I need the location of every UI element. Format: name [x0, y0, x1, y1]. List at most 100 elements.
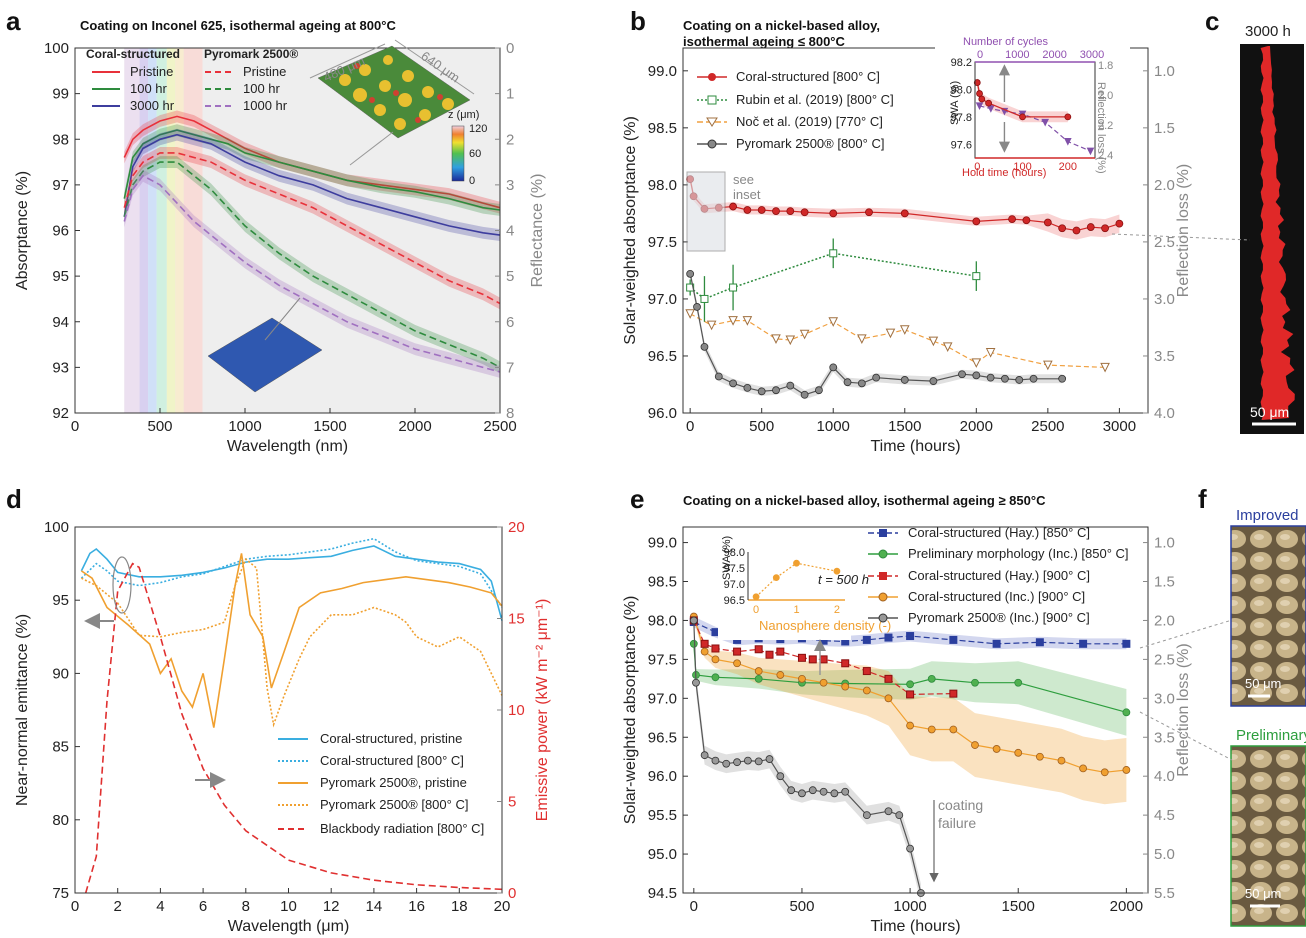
- y-tick-label: 85: [52, 739, 69, 756]
- legend-a-r0: Pristine: [243, 64, 286, 79]
- plot-frame: [682, 47, 1149, 414]
- e-inset-marker: [752, 593, 760, 601]
- colorbar-tick-0: 0: [469, 175, 475, 187]
- x-tick-label: 0: [71, 418, 79, 435]
- inset-x2-tick: 1000: [1005, 49, 1029, 61]
- inset-x2-tick: 2000: [1042, 49, 1066, 61]
- noc-marker: [899, 325, 910, 335]
- prelim-marker: [906, 680, 914, 689]
- y-tick-label: 99.0: [648, 63, 677, 80]
- legend-d-4: Blackbody radiation [800° C]: [320, 821, 484, 836]
- x-tick-label: 16: [408, 898, 425, 915]
- inset-x-tick: 0: [974, 161, 980, 173]
- pyromark-marker: [843, 378, 852, 387]
- coral-marker: [865, 208, 873, 217]
- rubin-marker: [700, 294, 709, 303]
- panel-b-legend: Coral-structured [800° C] Rubin et al. (…: [697, 69, 894, 151]
- hay850-marker: [1079, 639, 1088, 648]
- y-tick-label: 95: [52, 592, 69, 609]
- y-tick-label: 96.0: [648, 405, 677, 422]
- inset-cycles-marker: [1086, 147, 1095, 156]
- x-tick-label: 2000: [1110, 898, 1143, 915]
- y2-tick-label: 5.0: [1154, 846, 1175, 863]
- inc900-marker: [906, 721, 914, 730]
- y-tick-label: 98.5: [648, 120, 677, 137]
- y2-tick-label: 4.0: [1154, 768, 1175, 785]
- y2-tick-label: 10: [508, 702, 525, 719]
- pyromark-marker: [772, 386, 780, 395]
- y2-tick-label: 2.5: [1154, 651, 1175, 668]
- noc-marker: [706, 320, 717, 331]
- coral-marker: [743, 206, 752, 214]
- y-tick-label: 99: [52, 86, 69, 103]
- pyromark-marker: [786, 381, 795, 390]
- hay850-marker: [949, 635, 958, 644]
- rubin-marker: [972, 272, 981, 281]
- y-tick-label: 96.0: [648, 768, 677, 785]
- noc-marker: [942, 342, 953, 352]
- hay850-marker: [884, 633, 893, 642]
- visible-band: [183, 48, 203, 413]
- y-tick-label: 100: [44, 40, 69, 57]
- series-line: [84, 562, 503, 894]
- legend-b-1: Rubin et al. (2019) [800° C]: [736, 92, 894, 107]
- y2-tick-label: 1.0: [1154, 535, 1175, 552]
- legend-e-3: Coral-structured (Inc.) [900° C]: [908, 589, 1085, 604]
- panel-e-legend: Coral-structured (Hay.) [850° C] Prelimi…: [868, 525, 1129, 625]
- inc900-marker: [819, 678, 828, 687]
- see-inset-box: [686, 171, 726, 252]
- coral-marker: [1086, 223, 1095, 231]
- y2-tick-label: 3.0: [1154, 690, 1175, 707]
- panel-d-axes: 0 2 4 6 8 10 12 14 16 18 20 75 80 85 90 95 100 0 5 10 15 20 Wa…: [14, 519, 551, 935]
- inc900-marker: [776, 671, 785, 679]
- e-inset-y-tick: 97.0: [724, 579, 745, 591]
- y-tick-label: 97.0: [648, 291, 677, 308]
- pyromark-marker: [689, 616, 698, 625]
- y-tick-label: 94.5: [648, 885, 677, 902]
- e-inset-line: [755, 562, 838, 598]
- legend-d-1: Coral-structured [800° C]: [320, 753, 464, 768]
- y-tick-label: 98: [52, 131, 69, 148]
- legend-a-r2: 1000 hr: [243, 98, 288, 113]
- y2-tick-label: 15: [508, 611, 525, 628]
- pyromark-marker: [819, 787, 828, 796]
- pyromark-marker: [815, 386, 823, 395]
- x-axis-label: Wavelength (nm): [227, 438, 348, 455]
- y2-tick-label: 5: [506, 268, 514, 285]
- series-line: [80, 553, 503, 728]
- colorbar-tick-120: 120: [469, 123, 487, 135]
- x-tick-label: 0: [71, 898, 79, 915]
- inc900-line: [693, 616, 1127, 773]
- y2-tick-label: 4.5: [1154, 807, 1175, 824]
- y-tick-label: 75: [52, 885, 69, 902]
- hay850-marker: [992, 639, 1001, 648]
- panel-e-inset: 0 1 2 96.5 97.0 97.5 98.0: [718, 546, 851, 640]
- panel-label-a: a: [6, 6, 21, 36]
- inset-background: [935, 40, 1130, 184]
- pyromark-band: [693, 611, 921, 903]
- coral-marker: [1022, 216, 1031, 225]
- pyromark-marker: [884, 807, 893, 816]
- e-inset-y-tick: 96.5: [724, 595, 745, 607]
- y-tick-label: 92: [52, 405, 69, 422]
- inset-x2-tick: 0: [977, 49, 983, 61]
- y2-tick-label: 1: [506, 86, 514, 103]
- panel-label-e: e: [630, 484, 644, 514]
- coral-marker: [1115, 219, 1124, 228]
- y2-tick-label: 5.5: [1154, 885, 1175, 902]
- x-tick-label: 3000: [1103, 418, 1136, 435]
- inset-y-tick: 97.8: [951, 112, 972, 124]
- series-line: [123, 115, 501, 209]
- panel-a-legend: Coral-structured Pyromark 2500® Pristine…: [86, 47, 298, 113]
- y-tick-label: 99.0: [648, 535, 677, 552]
- x-tick-label: 1500: [1002, 898, 1035, 915]
- hay900-marker: [819, 655, 828, 664]
- hay900-marker: [906, 690, 915, 699]
- visible-band: [166, 48, 176, 413]
- pyromark-marker: [862, 811, 871, 820]
- colorbar-tick-60: 60: [469, 148, 481, 160]
- colorbar-title: z (μm): [448, 109, 479, 121]
- pyromark-marker: [729, 379, 737, 388]
- pyromark-marker: [754, 757, 763, 766]
